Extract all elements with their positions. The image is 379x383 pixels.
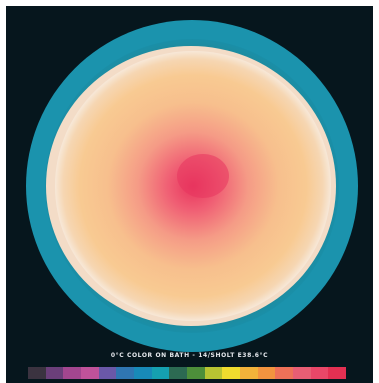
color-scale-swatch — [293, 367, 311, 379]
color-scale-swatch — [310, 367, 329, 379]
color-scale-swatch — [275, 367, 294, 379]
color-scale-swatch — [28, 367, 46, 379]
temperature-legend-label: 0°C COLOR ON BATH - 14/SHOLT E38.6°C — [110, 352, 269, 359]
thermal-image — [26, 20, 358, 352]
color-scale-swatch — [81, 367, 99, 379]
color-scale-swatch — [45, 367, 64, 379]
hot-spot — [177, 154, 229, 198]
color-scale-swatch — [328, 367, 347, 379]
color-scale-swatch — [98, 367, 117, 379]
color-scale-swatch — [222, 367, 241, 379]
color-scale-swatch — [240, 367, 258, 379]
thermal-image-frame: 0°C COLOR ON BATH - 14/SHOLT E38.6°C — [6, 6, 373, 383]
color-scale-bar — [28, 367, 347, 379]
color-scale-swatch — [187, 367, 205, 379]
color-scale-swatch — [134, 367, 152, 379]
color-scale-swatch — [151, 367, 170, 379]
color-scale-swatch — [257, 367, 276, 379]
color-scale-swatch — [116, 367, 135, 379]
color-scale-swatch — [169, 367, 188, 379]
color-scale-swatch — [204, 367, 223, 379]
color-scale-swatch — [63, 367, 82, 379]
